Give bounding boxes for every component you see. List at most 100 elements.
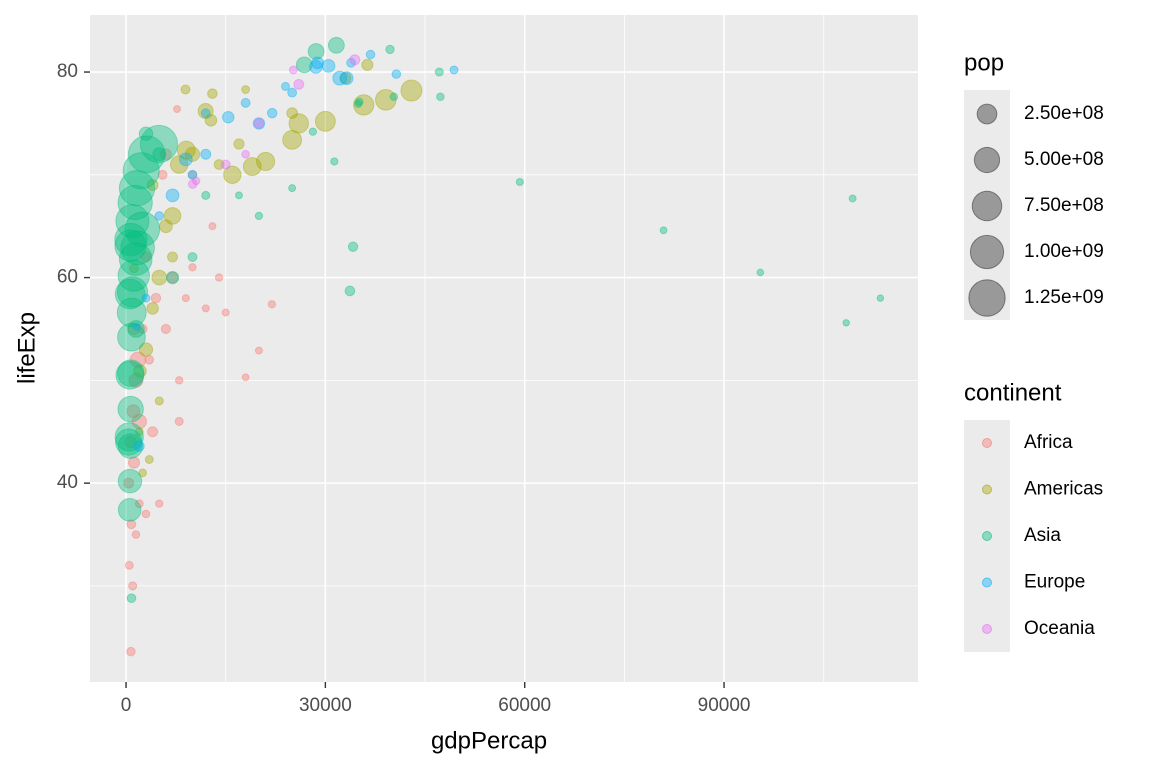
point	[400, 79, 423, 102]
size-legend-bg	[964, 90, 1010, 320]
point	[339, 72, 352, 85]
point	[144, 355, 155, 365]
point	[117, 322, 146, 352]
point	[200, 148, 212, 160]
point	[311, 56, 324, 70]
point	[115, 203, 150, 239]
point	[167, 251, 179, 263]
point	[353, 99, 363, 109]
legend-label: Oceania	[1024, 618, 1095, 639]
point	[115, 360, 145, 390]
point	[154, 211, 165, 221]
point	[344, 285, 356, 297]
point	[114, 422, 144, 452]
point	[176, 140, 196, 160]
point	[114, 278, 146, 310]
color-legend-title: continent	[964, 379, 1062, 406]
point	[349, 54, 361, 66]
point	[241, 149, 250, 159]
point	[241, 85, 251, 94]
point	[132, 322, 141, 331]
point	[126, 593, 137, 604]
point	[127, 322, 141, 336]
legend-key	[982, 624, 992, 634]
legend-key	[982, 484, 992, 495]
point	[124, 211, 161, 248]
x-tick-label: 30000	[299, 695, 352, 716]
point	[180, 84, 191, 95]
y-tick-label: 80	[57, 61, 78, 82]
point	[756, 268, 765, 277]
point	[174, 376, 184, 385]
size-legend-label: 1.00e+09	[1024, 241, 1104, 262]
size-legend-key	[971, 190, 1003, 222]
point	[117, 359, 145, 387]
legend-key	[982, 531, 992, 541]
point	[160, 323, 171, 335]
point	[308, 127, 318, 136]
point	[213, 159, 225, 170]
point	[131, 530, 141, 539]
point	[117, 395, 144, 423]
point	[187, 170, 198, 180]
point	[129, 263, 139, 274]
point	[374, 88, 397, 111]
point	[339, 71, 354, 86]
point	[144, 455, 154, 464]
point	[174, 416, 184, 427]
point	[214, 273, 224, 282]
point	[434, 67, 444, 77]
point	[208, 222, 217, 231]
point	[126, 404, 141, 419]
point	[222, 111, 235, 124]
point	[240, 97, 251, 108]
point	[347, 241, 359, 252]
point	[309, 60, 323, 74]
legend-label: Europe	[1024, 572, 1085, 593]
point	[286, 107, 299, 120]
point	[117, 184, 153, 221]
size-legend-key	[968, 279, 1006, 317]
x-axis-title: gdpPercap	[431, 727, 547, 754]
point	[127, 320, 145, 338]
point	[385, 44, 395, 55]
point	[128, 372, 144, 388]
point	[115, 428, 143, 456]
point	[165, 188, 180, 203]
point	[201, 190, 211, 200]
point	[131, 413, 147, 430]
point	[114, 222, 148, 257]
point	[118, 170, 156, 207]
point	[355, 97, 364, 107]
legend-key	[982, 438, 992, 448]
point	[353, 94, 375, 116]
point	[138, 468, 147, 478]
point	[254, 346, 263, 355]
point	[181, 294, 190, 303]
panel	[90, 15, 918, 682]
point	[118, 242, 153, 276]
point	[150, 292, 162, 304]
point	[128, 581, 138, 591]
point	[253, 118, 265, 129]
point	[154, 396, 164, 406]
legend-label: Africa	[1024, 432, 1073, 453]
point	[123, 477, 135, 489]
grid	[90, 15, 918, 682]
point	[848, 194, 857, 203]
point	[220, 159, 231, 170]
point	[282, 129, 303, 150]
point	[137, 324, 148, 334]
size-legend-key	[969, 234, 1005, 270]
point	[120, 230, 155, 266]
point	[124, 560, 134, 570]
point	[321, 58, 336, 73]
point	[163, 207, 182, 225]
y-axis-title: lifeExp	[13, 312, 40, 384]
point	[266, 107, 278, 119]
point	[151, 269, 168, 286]
point	[114, 229, 147, 262]
legend-label: Asia	[1024, 525, 1061, 546]
